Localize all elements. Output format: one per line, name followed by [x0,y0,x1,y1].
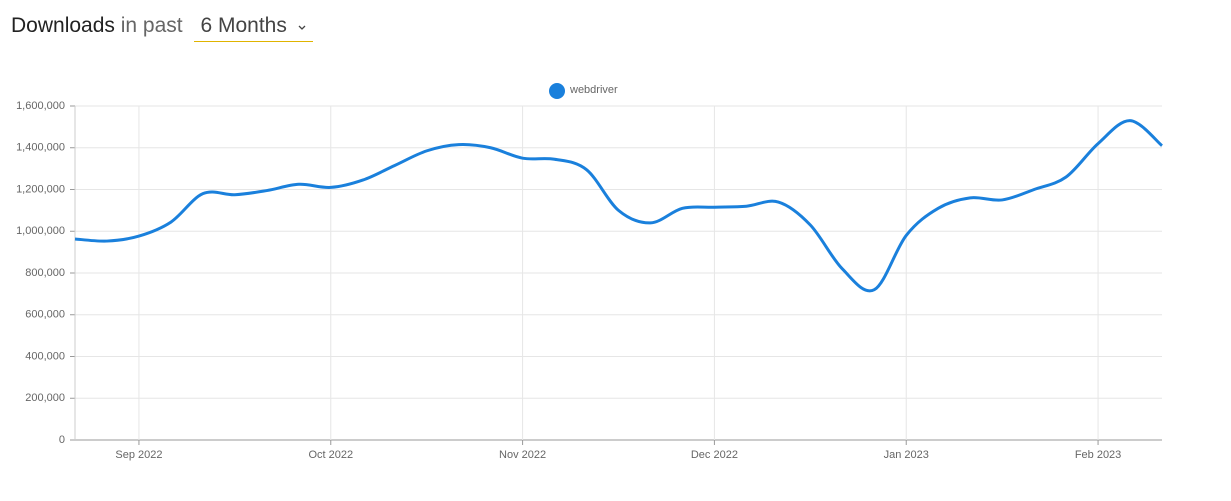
y-tick-label: 1,000,000 [16,225,65,237]
x-tick-label: Sep 2022 [115,449,162,461]
x-tick-label: Oct 2022 [308,449,353,461]
y-tick-label: 1,400,000 [16,142,65,154]
y-tick-label: 1,200,000 [16,183,65,195]
y-tick-label: 800,000 [25,267,65,279]
header: Downloads in past 6 Months [11,14,313,42]
period-select[interactable]: 6 Months [194,14,313,42]
header-connector: in past [120,14,183,37]
y-tick-label: 0 [59,434,65,446]
series-line [74,119,1163,293]
x-tick-label: Nov 2022 [499,449,546,461]
x-tick-label: Jan 2023 [884,449,929,461]
y-tick-label: 400,000 [25,350,65,362]
header-title: Downloads [11,14,115,37]
y-tick-label: 1,600,000 [16,100,65,112]
legend-label: webdriver [569,84,618,96]
x-tick-label: Feb 2023 [1075,449,1121,461]
x-tick-label: Dec 2022 [691,449,738,461]
y-tick-label: 600,000 [25,309,65,321]
legend-swatch [549,83,565,99]
chevron-icon [298,25,306,30]
period-label[interactable]: 6 Months [200,14,287,37]
y-tick-label: 200,000 [25,392,65,404]
